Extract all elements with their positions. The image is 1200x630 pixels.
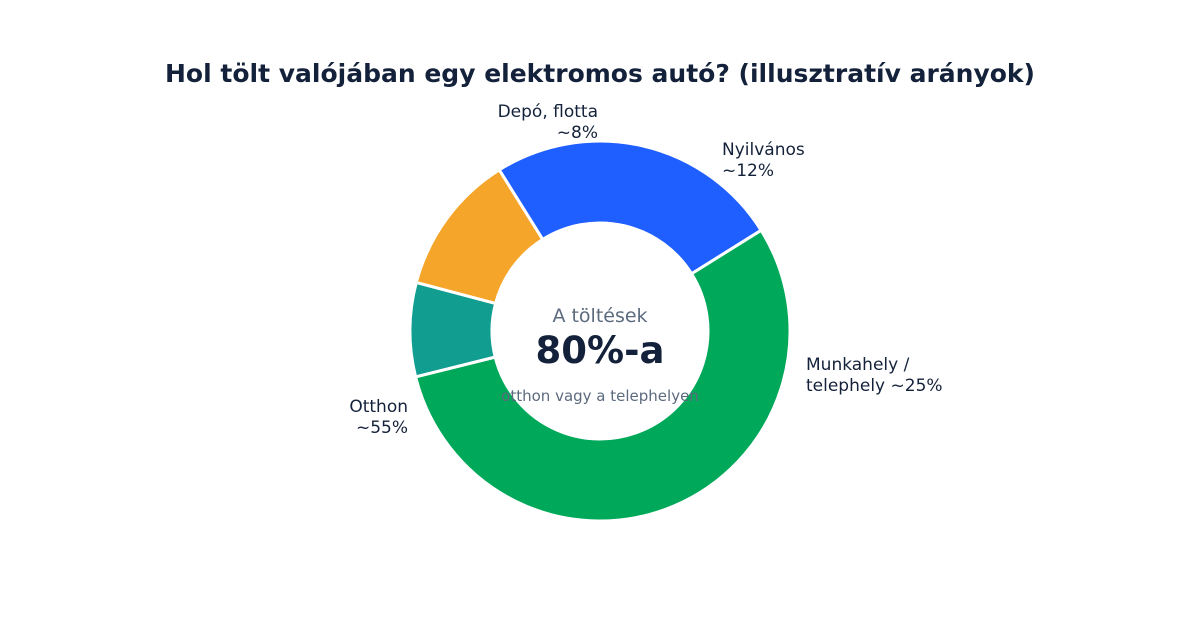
slice-label-1-line-1: ~12% — [722, 161, 774, 181]
center-sub-text: otthon vagy a telephelyen — [501, 387, 699, 405]
slice-label-1: Nyilvános ~12% — [722, 140, 805, 181]
center-big-text: 80%-a — [536, 329, 665, 372]
slice-label-1-line-0: Nyilvános — [722, 140, 805, 160]
chart-title: Hol tölt valójában egy elektromos autó? … — [165, 59, 1035, 88]
donut-slice-3 — [414, 228, 792, 523]
slice-label-3-line-1: ~55% — [356, 418, 408, 438]
slice-label-0-line-0: Depó, flotta — [498, 102, 598, 122]
slice-label-3: Otthon ~55% — [349, 397, 408, 438]
center-top-text: A töltések — [552, 305, 647, 327]
slice-label-2-line-1: telephely ~25% — [806, 376, 943, 396]
donut-slice-2 — [497, 139, 763, 276]
slice-label-2-line-0: Munkahely / — [806, 355, 910, 375]
slice-label-3-line-0: Otthon — [349, 397, 408, 417]
slice-label-0: Depó, flotta ~8% — [498, 102, 598, 143]
slices-group — [408, 139, 792, 523]
slice-label-2: Munkahely / telephely ~25% — [806, 355, 943, 396]
labels-group: Depó, flotta ~8% Nyilvános ~12% Munkahely / t… — [349, 102, 942, 438]
slice-label-0-line-1: ~8% — [557, 123, 598, 143]
